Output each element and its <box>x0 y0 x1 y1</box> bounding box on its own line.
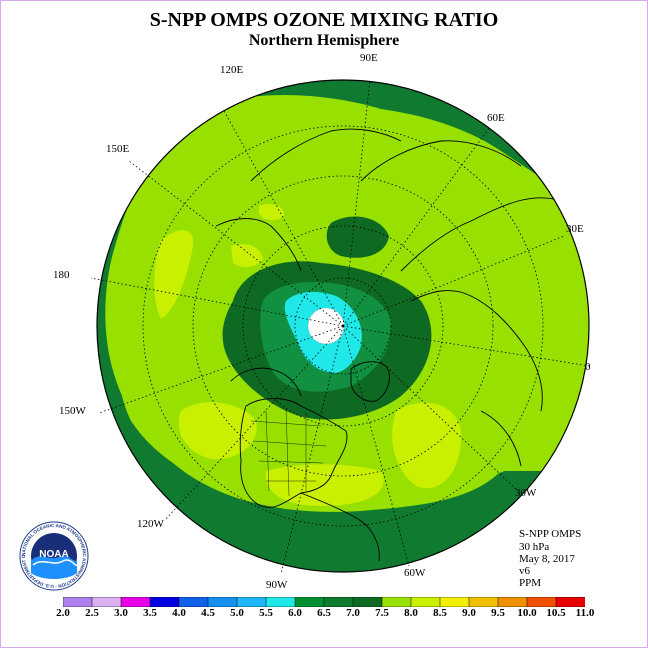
color-scale-label: 5.0 <box>230 607 244 619</box>
color-scale-label: 10.0 <box>517 607 537 619</box>
color-scale-segment <box>120 597 151 607</box>
info-units: PPM <box>519 577 542 589</box>
info-instrument: S-NPP OMPS <box>519 528 582 540</box>
color-scale-bar <box>63 597 585 607</box>
color-scale-label: 4.0 <box>172 607 186 619</box>
color-scale-segment <box>323 597 354 607</box>
lon-label-60e: 60E <box>487 112 505 124</box>
lon-label-90w: 90W <box>266 579 288 591</box>
lon-label-120e: 120E <box>220 64 244 76</box>
color-scale-label: 3.0 <box>114 607 128 619</box>
ozone-patch-caribbean <box>265 464 384 506</box>
lon-label-60w: 60W <box>404 567 426 579</box>
color-scale-segment <box>178 597 209 607</box>
color-scale-label: 4.5 <box>201 607 215 619</box>
color-scale-label: 11.0 <box>575 607 595 619</box>
coastlines <box>215 128 562 562</box>
ozone-blob-arctic <box>326 216 389 258</box>
graticule <box>90 79 590 575</box>
color-scale-label: 7.5 <box>375 607 389 619</box>
color-scale-label: 9.5 <box>491 607 505 619</box>
figure-subtitle: Northern Hemisphere <box>248 32 400 49</box>
color-scale-segment <box>149 597 180 607</box>
color-scale-segment <box>497 597 528 607</box>
color-scale-label: 7.0 <box>346 607 360 619</box>
info-date: May 8, 2017 <box>519 553 575 565</box>
map-border <box>96 79 590 573</box>
color-scale-segment <box>439 597 470 607</box>
info-level: 30 hPa <box>519 541 550 553</box>
color-scale-label: 6.5 <box>317 607 331 619</box>
color-scale-segment <box>236 597 267 607</box>
noaa-logo-text: NOAA <box>39 549 68 560</box>
lon-label-150e: 150E <box>106 143 130 155</box>
color-scale-segment <box>526 597 557 607</box>
color-scale-label: 8.0 <box>404 607 418 619</box>
color-scale-segment <box>555 597 585 607</box>
lon-label-180: 180 <box>53 269 70 281</box>
lon-label-30w: 30W <box>515 487 537 499</box>
color-scale-label: 5.5 <box>259 607 273 619</box>
color-scale-segment <box>381 597 412 607</box>
ozone-patch-asia <box>231 244 263 268</box>
lon-label-30e: 30E <box>566 223 584 235</box>
lon-label-90e: 90E <box>360 52 378 64</box>
ozone-patch-atlantic <box>392 402 462 489</box>
color-scale-label: 8.5 <box>433 607 447 619</box>
lon-label-120w: 120W <box>137 518 164 530</box>
ozone-patch-pacific <box>154 230 194 319</box>
color-scale-segment <box>468 597 499 607</box>
ozone-patch-siberia <box>259 204 285 221</box>
ozone-patch-eastpacific <box>178 402 257 460</box>
color-scale-segment <box>207 597 238 607</box>
color-scale-segment <box>265 597 296 607</box>
color-scale-segment <box>352 597 383 607</box>
color-scale-segment <box>63 597 93 607</box>
color-scale-label: 2.5 <box>85 607 99 619</box>
color-scale-label: 9.0 <box>462 607 476 619</box>
figure-title: S-NPP OMPS OZONE MIXING RATIO <box>149 9 499 31</box>
ozone-outer-ring <box>97 80 589 572</box>
color-scale-label: 6.0 <box>288 607 302 619</box>
color-scale-segment <box>294 597 325 607</box>
noaa-logo: NATIONAL OCEANIC AND ATMOSPHERIC ADMINIS… <box>19 521 89 591</box>
color-scale-label: 3.5 <box>143 607 157 619</box>
ozone-streak-west <box>97 226 101 301</box>
lon-label-0: 0 <box>585 361 591 373</box>
color-scale-label: 2.0 <box>56 607 70 619</box>
state-borders <box>250 408 327 497</box>
color-scale-label: 10.5 <box>546 607 566 619</box>
color-scale-segment <box>91 597 122 607</box>
info-version: v6 <box>519 565 530 577</box>
color-scale-segment <box>410 597 441 607</box>
lon-label-150w: 150W <box>59 405 86 417</box>
